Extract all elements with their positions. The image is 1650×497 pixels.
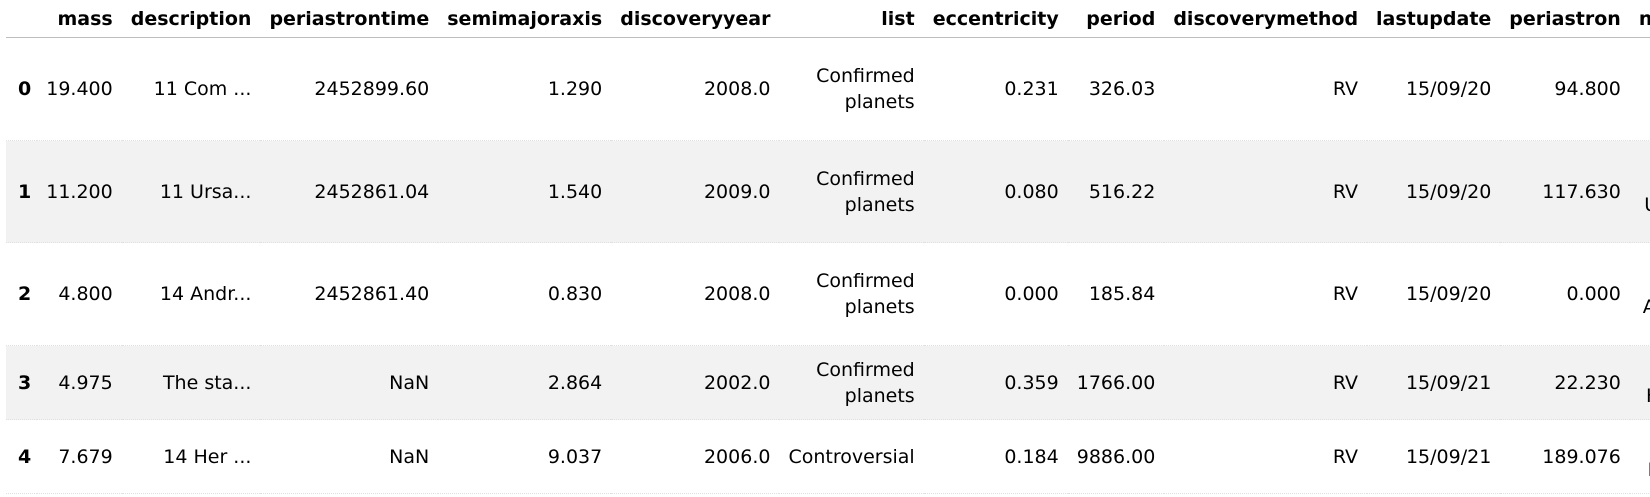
cell-name: 11 UMi b [1630, 141, 1650, 243]
row-index: 0 [18, 78, 32, 100]
cell-semimajoraxis: 0.830 [547, 283, 603, 305]
cell-discoverymethod: RV [1332, 78, 1359, 100]
cell-periastron: 22.230 [1554, 371, 1621, 394]
table-row: 4 7.679 14 Her ... NaN 9.037 2006.0 Cont… [6, 420, 1650, 494]
cell-mass: 7.679 [58, 445, 113, 468]
column-header-mass: mass [37, 0, 122, 38]
table-row: 1 11.200 11 Ursa... 2452861.04 1.540 200… [6, 140, 1650, 243]
cell-discoveryyear: 2009.0 [703, 180, 771, 203]
cell-list: Controversial [788, 445, 915, 468]
column-header-lastupdate: lastupdate [1367, 0, 1501, 38]
cell-discoverymethod: RV [1332, 445, 1359, 468]
cell-lastupdate: 15/09/21 [1405, 445, 1492, 468]
row-index: 2 [18, 283, 32, 305]
table-header: mass description periastrontime semimajo… [6, 0, 1650, 38]
cell-discoveryyear: 2008.0 [703, 78, 771, 100]
column-header-periastrontime: periastrontime [260, 0, 439, 38]
cell-discoverymethod: RV [1332, 283, 1359, 305]
cell-periastrontime: 2452861.40 [314, 283, 430, 305]
cell-lastupdate: 15/09/20 [1405, 283, 1492, 305]
cell-periastrontime: 2452899.60 [314, 78, 430, 100]
cell-list: Confirmed planets [816, 358, 915, 407]
cell-lastupdate: 15/09/20 [1405, 180, 1492, 203]
cell-periastrontime: NaN [389, 371, 430, 394]
column-header-discoveryyear: discoveryyear [611, 0, 780, 38]
cell-period: 185.84 [1088, 283, 1156, 305]
cell-period: 9886.00 [1076, 445, 1156, 468]
table-body: 0 19.400 11 Com ... 2452899.60 1.290 200… [6, 38, 1650, 494]
row-index: 3 [18, 371, 32, 394]
cell-periastrontime: NaN [389, 445, 430, 468]
cell-list: Confirmed planets [816, 270, 915, 318]
cell-name: 14 And b [1642, 296, 1650, 318]
cell-lastupdate: 15/09/20 [1405, 78, 1492, 100]
cell-periastrontime: 2452861.04 [314, 180, 430, 203]
cell-description: 14 Andr... [159, 283, 252, 305]
row-index: 1 [18, 180, 32, 203]
cell-name: 14 Her b [1630, 346, 1650, 420]
cell-semimajoraxis: 1.540 [547, 180, 603, 203]
cell-periastron: 0.000 [1566, 283, 1621, 305]
column-header-name: name [1629, 0, 1650, 38]
column-header-period: period [1067, 0, 1165, 38]
cell-list: Confirmed planets [816, 167, 915, 216]
header-row: mass description periastrontime semimajo… [6, 0, 1650, 38]
column-header-discoverymethod: discoverymethod [1164, 0, 1368, 38]
cell-description: 11 Com ... [153, 78, 252, 100]
cell-semimajoraxis: 2.864 [547, 371, 603, 394]
table-row: 3 4.975 The sta... NaN 2.864 2002.0 Conf… [6, 345, 1650, 420]
cell-mass: 4.975 [58, 371, 113, 394]
column-header-list: list [779, 0, 924, 38]
cell-eccentricity: 0.184 [1004, 445, 1059, 468]
cell-mass: 4.800 [58, 283, 113, 305]
cell-periastron: 189.076 [1542, 445, 1621, 468]
cell-eccentricity: 0.000 [1004, 283, 1059, 305]
cell-semimajoraxis: 1.290 [547, 78, 603, 100]
cell-semimajoraxis: 9.037 [547, 445, 603, 468]
cell-discoveryyear: 2006.0 [703, 445, 771, 468]
column-header-eccentricity: eccentricity [923, 0, 1068, 38]
cell-description: 14 Her ... [163, 445, 252, 468]
cell-mass: 11.200 [46, 180, 113, 203]
column-header-periastron: periastron [1500, 0, 1630, 38]
table-row: 0 19.400 11 Com ... 2452899.60 1.290 200… [6, 38, 1650, 141]
cell-lastupdate: 15/09/21 [1405, 371, 1492, 394]
table-row: 2 4.800 14 Andr... 2452861.40 0.830 2008… [6, 243, 1650, 346]
cell-discoveryyear: 2002.0 [703, 371, 771, 394]
dataframe-output: mass description periastrontime semimajo… [6, 0, 1650, 494]
cell-discoverymethod: RV [1332, 371, 1359, 394]
column-header-description: description [121, 0, 261, 38]
dataframe-table: mass description periastrontime semimajo… [6, 0, 1650, 494]
cell-period: 516.22 [1088, 180, 1156, 203]
cell-eccentricity: 0.359 [1004, 371, 1059, 394]
column-header-semimajoraxis: semimajoraxis [438, 0, 612, 38]
cell-eccentricity: 0.231 [1004, 78, 1059, 100]
index-header [6, 0, 38, 38]
row-index: 4 [18, 445, 32, 468]
cell-description: The sta... [162, 371, 252, 394]
cell-name: 14 Her c [1630, 420, 1650, 494]
cell-name: 11 Com b [1630, 38, 1650, 141]
cell-period: 1766.00 [1076, 371, 1156, 394]
cell-period: 326.03 [1088, 78, 1156, 100]
cell-periastron: 117.630 [1542, 180, 1621, 203]
cell-list: Confirmed planets [816, 65, 915, 113]
cell-discoveryyear: 2008.0 [703, 283, 771, 305]
cell-periastron: 94.800 [1554, 78, 1621, 100]
cell-eccentricity: 0.080 [1004, 180, 1059, 203]
cell-discoverymethod: RV [1332, 180, 1359, 203]
cell-mass: 19.400 [46, 78, 113, 100]
cell-description: 11 Ursa... [159, 180, 252, 203]
